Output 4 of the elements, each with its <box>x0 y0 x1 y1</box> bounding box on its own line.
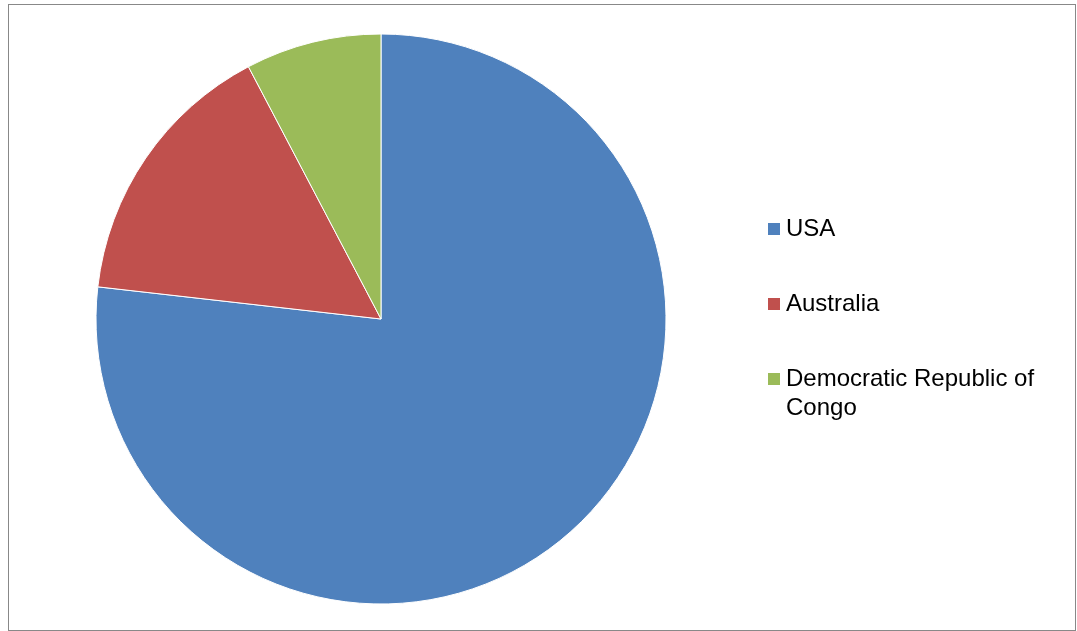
legend-label: USA <box>786 214 836 242</box>
legend-label: Democratic Republic of Congo <box>786 364 1035 421</box>
pie-slice <box>95 33 667 605</box>
legend-label: Australia <box>786 289 881 317</box>
